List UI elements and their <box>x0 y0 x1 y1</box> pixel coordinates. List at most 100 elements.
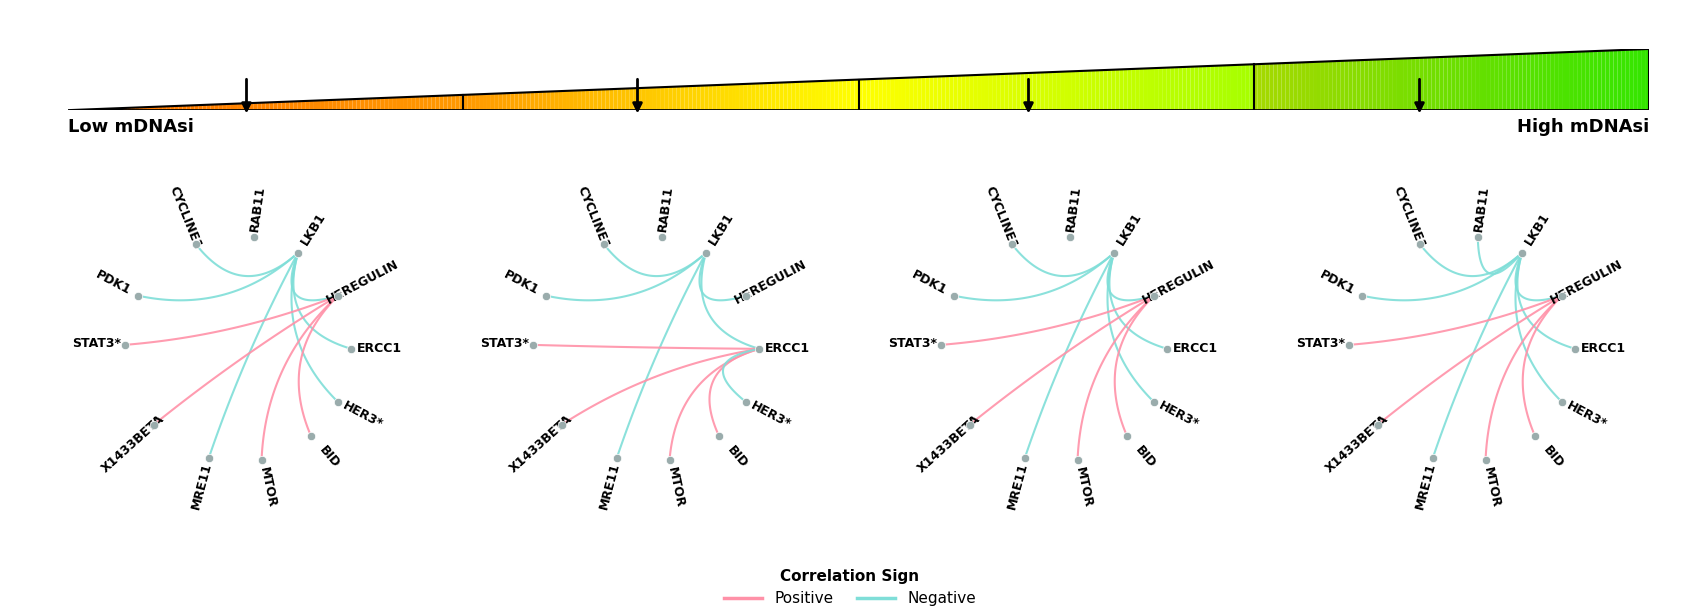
Polygon shape <box>949 76 954 110</box>
Polygon shape <box>1136 69 1139 110</box>
Text: ERCC1: ERCC1 <box>357 342 403 356</box>
Polygon shape <box>1365 60 1369 110</box>
Polygon shape <box>316 100 321 110</box>
Polygon shape <box>918 77 921 110</box>
Polygon shape <box>756 83 760 110</box>
Polygon shape <box>1368 60 1372 110</box>
Polygon shape <box>586 90 590 110</box>
Polygon shape <box>253 103 258 110</box>
Polygon shape <box>1634 50 1637 110</box>
Text: HEREGULIN: HEREGULIN <box>733 258 809 307</box>
Polygon shape <box>230 103 235 110</box>
Text: HER3*: HER3* <box>1156 400 1202 431</box>
Polygon shape <box>626 89 629 110</box>
Polygon shape <box>1300 62 1306 110</box>
Polygon shape <box>1095 70 1100 110</box>
Polygon shape <box>784 83 787 110</box>
Polygon shape <box>1250 64 1255 110</box>
Polygon shape <box>1088 70 1091 110</box>
Polygon shape <box>246 103 250 110</box>
Polygon shape <box>867 79 870 110</box>
Polygon shape <box>826 81 831 110</box>
Polygon shape <box>170 106 175 110</box>
Polygon shape <box>235 103 238 110</box>
Polygon shape <box>294 101 297 110</box>
Polygon shape <box>1538 53 1542 110</box>
Polygon shape <box>471 94 474 110</box>
Polygon shape <box>1214 65 1219 110</box>
Polygon shape <box>1566 52 1571 110</box>
Polygon shape <box>1547 53 1550 110</box>
Polygon shape <box>1416 58 1420 110</box>
Polygon shape <box>850 80 855 110</box>
Polygon shape <box>1629 50 1634 110</box>
Polygon shape <box>321 100 325 110</box>
Polygon shape <box>668 87 673 110</box>
Polygon shape <box>927 77 930 110</box>
Text: RAB11: RAB11 <box>656 185 675 233</box>
Polygon shape <box>1476 56 1479 110</box>
Polygon shape <box>1195 67 1198 110</box>
Polygon shape <box>938 76 942 110</box>
Polygon shape <box>1219 65 1222 110</box>
Polygon shape <box>688 86 692 110</box>
Polygon shape <box>575 91 578 110</box>
Text: PDK1: PDK1 <box>1318 267 1357 297</box>
Polygon shape <box>1049 72 1052 110</box>
Polygon shape <box>1318 62 1321 110</box>
Polygon shape <box>563 91 566 110</box>
Polygon shape <box>1178 67 1183 110</box>
Polygon shape <box>1479 56 1482 110</box>
Text: HER3*: HER3* <box>1564 400 1610 431</box>
Polygon shape <box>736 84 740 110</box>
Polygon shape <box>1321 62 1324 110</box>
Polygon shape <box>1198 66 1202 110</box>
Polygon shape <box>1535 53 1539 110</box>
Polygon shape <box>1518 54 1523 110</box>
Polygon shape <box>629 88 632 110</box>
Polygon shape <box>139 107 143 110</box>
Polygon shape <box>1431 57 1435 110</box>
Text: HEREGULIN: HEREGULIN <box>1141 258 1217 307</box>
Polygon shape <box>432 96 435 110</box>
Polygon shape <box>1112 70 1115 110</box>
Polygon shape <box>416 97 420 110</box>
Text: CYCLINE1: CYCLINE1 <box>167 184 204 251</box>
Polygon shape <box>468 94 471 110</box>
Polygon shape <box>632 88 638 110</box>
Polygon shape <box>388 97 393 110</box>
Polygon shape <box>858 80 862 110</box>
Polygon shape <box>1571 52 1574 110</box>
Polygon shape <box>1488 55 1491 110</box>
Polygon shape <box>1130 69 1136 110</box>
Polygon shape <box>1435 57 1440 110</box>
Polygon shape <box>1554 53 1559 110</box>
Text: PDK1: PDK1 <box>910 267 949 297</box>
Polygon shape <box>286 102 289 110</box>
Polygon shape <box>954 76 957 110</box>
Text: MTOR: MTOR <box>257 466 279 509</box>
Polygon shape <box>984 75 989 110</box>
Polygon shape <box>495 94 498 110</box>
Polygon shape <box>340 100 345 110</box>
Polygon shape <box>1148 69 1151 110</box>
Polygon shape <box>894 78 898 110</box>
Polygon shape <box>644 88 649 110</box>
Polygon shape <box>709 85 712 110</box>
Text: X1433BETA: X1433BETA <box>1323 412 1391 475</box>
Polygon shape <box>1401 59 1404 110</box>
Polygon shape <box>605 89 610 110</box>
Polygon shape <box>1360 60 1365 110</box>
Text: STAT3*: STAT3* <box>887 337 937 351</box>
Polygon shape <box>1238 65 1243 110</box>
Polygon shape <box>440 95 444 110</box>
Text: ERCC1: ERCC1 <box>1173 342 1219 356</box>
Polygon shape <box>740 84 745 110</box>
Polygon shape <box>882 78 886 110</box>
Polygon shape <box>772 83 775 110</box>
Polygon shape <box>823 81 826 110</box>
Polygon shape <box>182 106 187 110</box>
Polygon shape <box>1265 64 1270 110</box>
Polygon shape <box>787 82 790 110</box>
Polygon shape <box>1610 50 1613 110</box>
